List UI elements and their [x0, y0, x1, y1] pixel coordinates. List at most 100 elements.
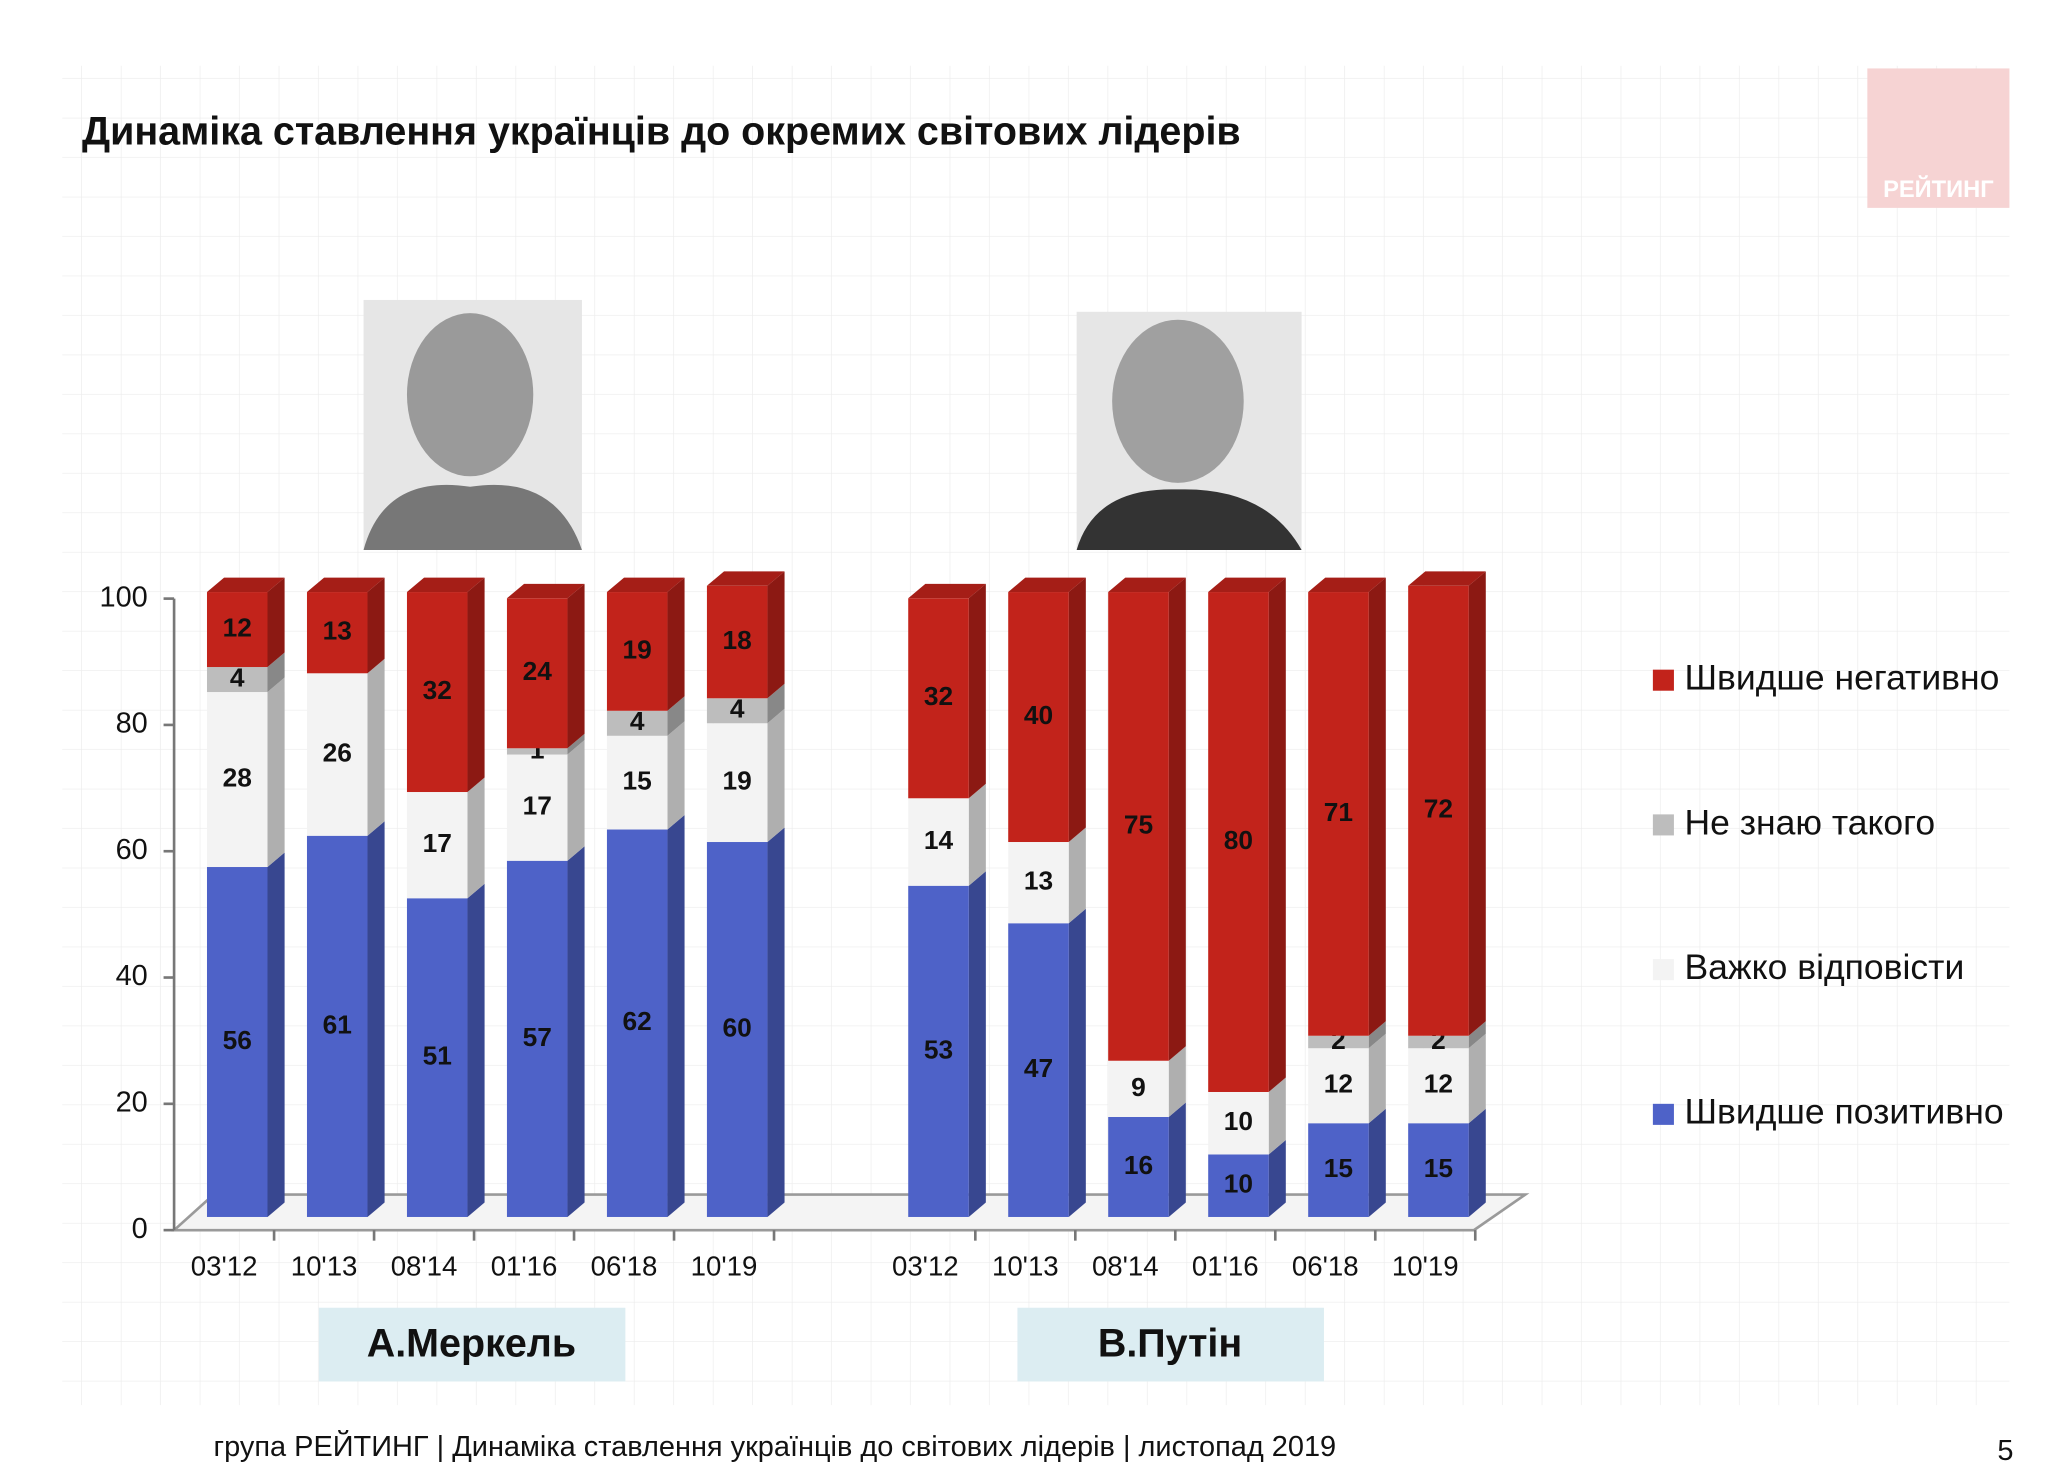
legend-label: Не знаю такого [1684, 802, 1935, 842]
bar-side [968, 871, 986, 1217]
bar-side [1168, 577, 1186, 1061]
bar-top [1208, 577, 1286, 593]
y-tick-label: 80 [116, 708, 148, 740]
bar [1008, 592, 1069, 843]
bar-side [267, 577, 285, 668]
value-label: 10 [1224, 1169, 1253, 1199]
bar [306, 673, 368, 836]
value-label: 28 [223, 762, 252, 792]
value-label: 71 [1324, 797, 1353, 827]
bar [1408, 1048, 1469, 1124]
bar-side [767, 708, 785, 843]
value-label: 9 [1131, 1072, 1146, 1102]
value-label: 61 [323, 1009, 352, 1039]
value-label: 16 [1124, 1150, 1153, 1180]
x-tick-label: 10'13 [291, 1251, 358, 1282]
bar [506, 754, 568, 861]
value-label: 12 [1324, 1069, 1353, 1099]
value-label: 12 [223, 612, 252, 642]
value-label: 17 [423, 828, 452, 858]
portrait [363, 299, 582, 550]
value-label: 57 [523, 1022, 552, 1052]
bar-side [767, 571, 785, 699]
group-label-box [318, 1307, 626, 1382]
bar [606, 829, 668, 1217]
bar-top [206, 577, 285, 593]
bar-side [1068, 827, 1086, 924]
legend-swatch [1652, 814, 1674, 836]
bar [406, 792, 468, 899]
bar [1108, 1060, 1169, 1117]
bar-side [1068, 577, 1086, 843]
value-label: 19 [723, 766, 752, 796]
value-label: 26 [323, 737, 352, 767]
x-tick-label: 10'19 [1392, 1251, 1459, 1282]
bar-side [667, 815, 685, 1217]
page-number: 5 [1997, 1435, 2013, 1463]
bar-side [667, 696, 685, 736]
legend-label: Швидше негативно [1684, 658, 1999, 698]
value-label: 15 [623, 766, 652, 796]
bar [506, 598, 568, 749]
legend-label: Важко відповісти [1684, 947, 1964, 987]
bar [206, 867, 268, 1217]
bar [1108, 1116, 1169, 1217]
bar-side [1468, 1108, 1486, 1217]
bar-side [1068, 908, 1086, 1217]
x-tick-label: 10'19 [691, 1251, 758, 1282]
bar [908, 798, 969, 886]
bar-side [1168, 1046, 1186, 1117]
bar [706, 585, 768, 699]
legend-swatch [1652, 1103, 1674, 1125]
bar-side [1368, 1021, 1386, 1049]
bar [206, 667, 268, 693]
value-label: 75 [1124, 809, 1153, 839]
group-label: В.Путін [1098, 1321, 1242, 1365]
bar [206, 692, 268, 868]
value-label: 62 [623, 1006, 652, 1036]
bar [1208, 592, 1269, 1092]
bar [706, 842, 768, 1217]
bar-side [1368, 1033, 1386, 1124]
bar [1208, 1091, 1269, 1155]
bar-side [267, 852, 285, 1217]
bar [606, 710, 668, 736]
bar [1008, 842, 1069, 924]
value-label: 15 [1324, 1153, 1353, 1183]
group-label-box [1017, 1307, 1324, 1382]
bar-side [467, 577, 485, 793]
bar [1308, 1123, 1369, 1217]
bar-side [767, 827, 785, 1217]
x-tick-label: 03'12 [191, 1251, 258, 1282]
bar-side [567, 733, 585, 755]
bar-top [706, 571, 785, 586]
value-label: 15 [1424, 1153, 1453, 1183]
footer: група РЕЙТИНГ | Динаміка ставлення украї… [214, 1429, 1337, 1463]
value-label: 4 [730, 694, 745, 724]
x-tick-label: 03'12 [892, 1251, 959, 1282]
bar-top [306, 577, 385, 593]
value-label: 4 [630, 706, 645, 736]
bar-side [1168, 1102, 1186, 1217]
bar-top [1308, 577, 1386, 593]
bar [306, 592, 368, 674]
y-tick-label: 40 [116, 960, 148, 992]
value-label: 4 [230, 662, 245, 692]
value-label: 19 [623, 634, 652, 664]
x-tick-label: 06'18 [591, 1251, 658, 1282]
value-label: 40 [1024, 700, 1053, 730]
x-tick-label: 01'16 [491, 1251, 558, 1282]
value-label: 60 [723, 1012, 752, 1042]
bar [908, 885, 969, 1217]
bar-side [767, 683, 785, 724]
bar [706, 723, 768, 843]
x-tick-label: 08'14 [1092, 1251, 1159, 1282]
bar [1408, 1123, 1469, 1217]
bar-top [406, 577, 485, 593]
value-label: 18 [723, 625, 752, 655]
value-label: 12 [1424, 1069, 1453, 1099]
value-label: 17 [523, 791, 552, 821]
bar-side [267, 677, 285, 868]
